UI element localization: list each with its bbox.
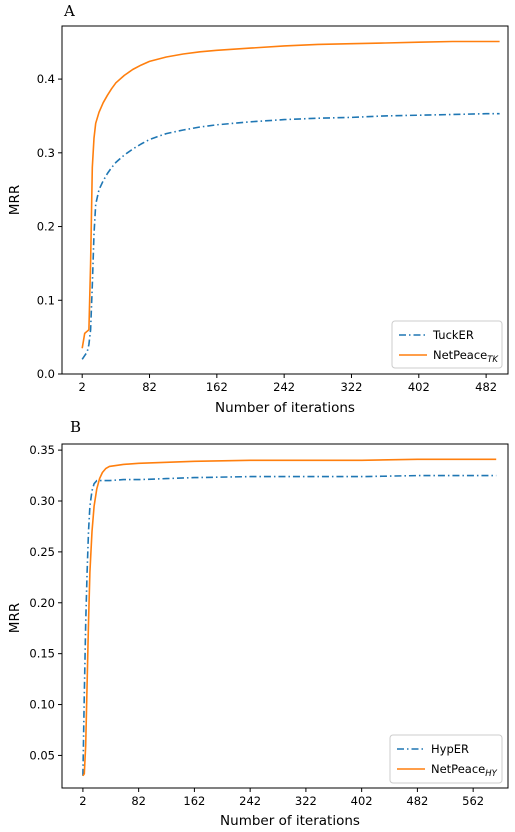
series-line-tucker	[81, 112, 500, 360]
panel-b-y-tick-label: 0.30	[29, 494, 55, 508]
series-line-hyper	[82, 474, 497, 776]
panel-a-legend: TuckER NetPeaceTK	[391, 320, 503, 369]
legend-label-netpeace-hy-subscript: HY	[485, 769, 497, 779]
legend-label-tucker: TuckER	[432, 328, 474, 342]
legend-label-netpeace-tk-name: NetPeace	[433, 348, 487, 362]
panel-a-ticks: 2 82 162 242 322 402 482 0.0 0.1 0.2 0.3 0.4	[37, 72, 497, 394]
panel-a-x-tick-label: 2	[79, 380, 86, 394]
legend-label-hyper-name: HypER	[431, 742, 469, 756]
panel-b-x-tick-label: 402	[351, 794, 373, 808]
panel-a-x-tick-label: 402	[408, 380, 430, 394]
panel-b-y-tick-label: 0.35	[29, 443, 55, 457]
panel-b-x-tick-label: 322	[295, 794, 317, 808]
panel-a: A 2 82 162 242 322 402 482 0.0 0.1 0.2 0.3 0.4 Numb…	[7, 2, 509, 416]
panel-b-x-tick-label: 82	[131, 794, 146, 808]
panel-b-legend-box	[389, 734, 503, 784]
panel-b-plot-frame	[61, 443, 509, 789]
panel-b-y-tick-label: 0.20	[29, 596, 55, 610]
panel-a-y-tick-label: 0.3	[37, 146, 55, 160]
panel-a-x-axis-label: Number of iterations	[215, 400, 355, 416]
series-line-netpeace-tk	[81, 40, 500, 349]
panel-a-plot-frame	[61, 25, 509, 375]
panel-a-x-tick-label: 242	[273, 380, 295, 394]
panel-b-y-tick-label: 0.15	[29, 647, 55, 661]
panel-b-y-tick-label: 0.05	[29, 748, 55, 762]
panel-a-y-tick-label: 0.2	[37, 220, 55, 234]
panel-b-x-tick-label: 482	[406, 794, 428, 808]
legend-label-netpeace-hy: NetPeaceHY	[431, 762, 498, 779]
panel-b-y-axis-label: MRR	[7, 603, 23, 633]
panel-a-x-tick-label: 82	[142, 380, 157, 394]
legend-label-tucker-name: TuckER	[432, 328, 474, 342]
panel-a-x-tick-label: 162	[206, 380, 228, 394]
panel-b-x-tick-label: 162	[183, 794, 205, 808]
panel-b-x-axis-label: Number of iterations	[220, 813, 360, 829]
panel-b-y-tick-label: 0.10	[29, 698, 55, 712]
panel-b-x-tick-label: 562	[462, 794, 484, 808]
legend-label-netpeace-tk: NetPeaceTK	[433, 348, 499, 365]
panel-a-series	[81, 40, 500, 360]
panel-b: B 2 82 162 242 322 402 482 562 0.05 0.10 0.15 0.20 0…	[7, 418, 509, 829]
panel-a-y-tick-label: 0.0	[37, 367, 55, 381]
legend-label-hyper: HypER	[431, 742, 469, 756]
legend-label-netpeace-tk-subscript: TK	[487, 355, 499, 365]
panel-a-legend-box	[391, 320, 503, 369]
panel-a-y-tick-label: 0.4	[37, 72, 55, 86]
series-line-netpeace-hy	[82, 458, 497, 777]
panel-b-letter: B	[70, 418, 81, 436]
panel-b-ticks: 2 82 162 242 322 402 482 562 0.05 0.10 0.15 0.20 0.2…	[29, 443, 484, 808]
panel-b-y-tick-label: 0.25	[29, 545, 55, 559]
panel-b-legend: HypER NetPeaceHY	[389, 734, 503, 784]
panel-a-x-tick-label: 322	[341, 380, 363, 394]
panel-b-x-tick-label: 2	[79, 794, 86, 808]
panel-b-series	[82, 458, 497, 777]
legend-label-netpeace-hy-name: NetPeace	[431, 762, 485, 776]
panel-a-letter: A	[63, 2, 75, 20]
panel-a-x-tick-label: 482	[475, 380, 497, 394]
panel-a-y-tick-label: 0.1	[37, 293, 55, 307]
panel-b-x-tick-label: 242	[239, 794, 261, 808]
panel-a-y-axis-label: MRR	[7, 185, 23, 215]
